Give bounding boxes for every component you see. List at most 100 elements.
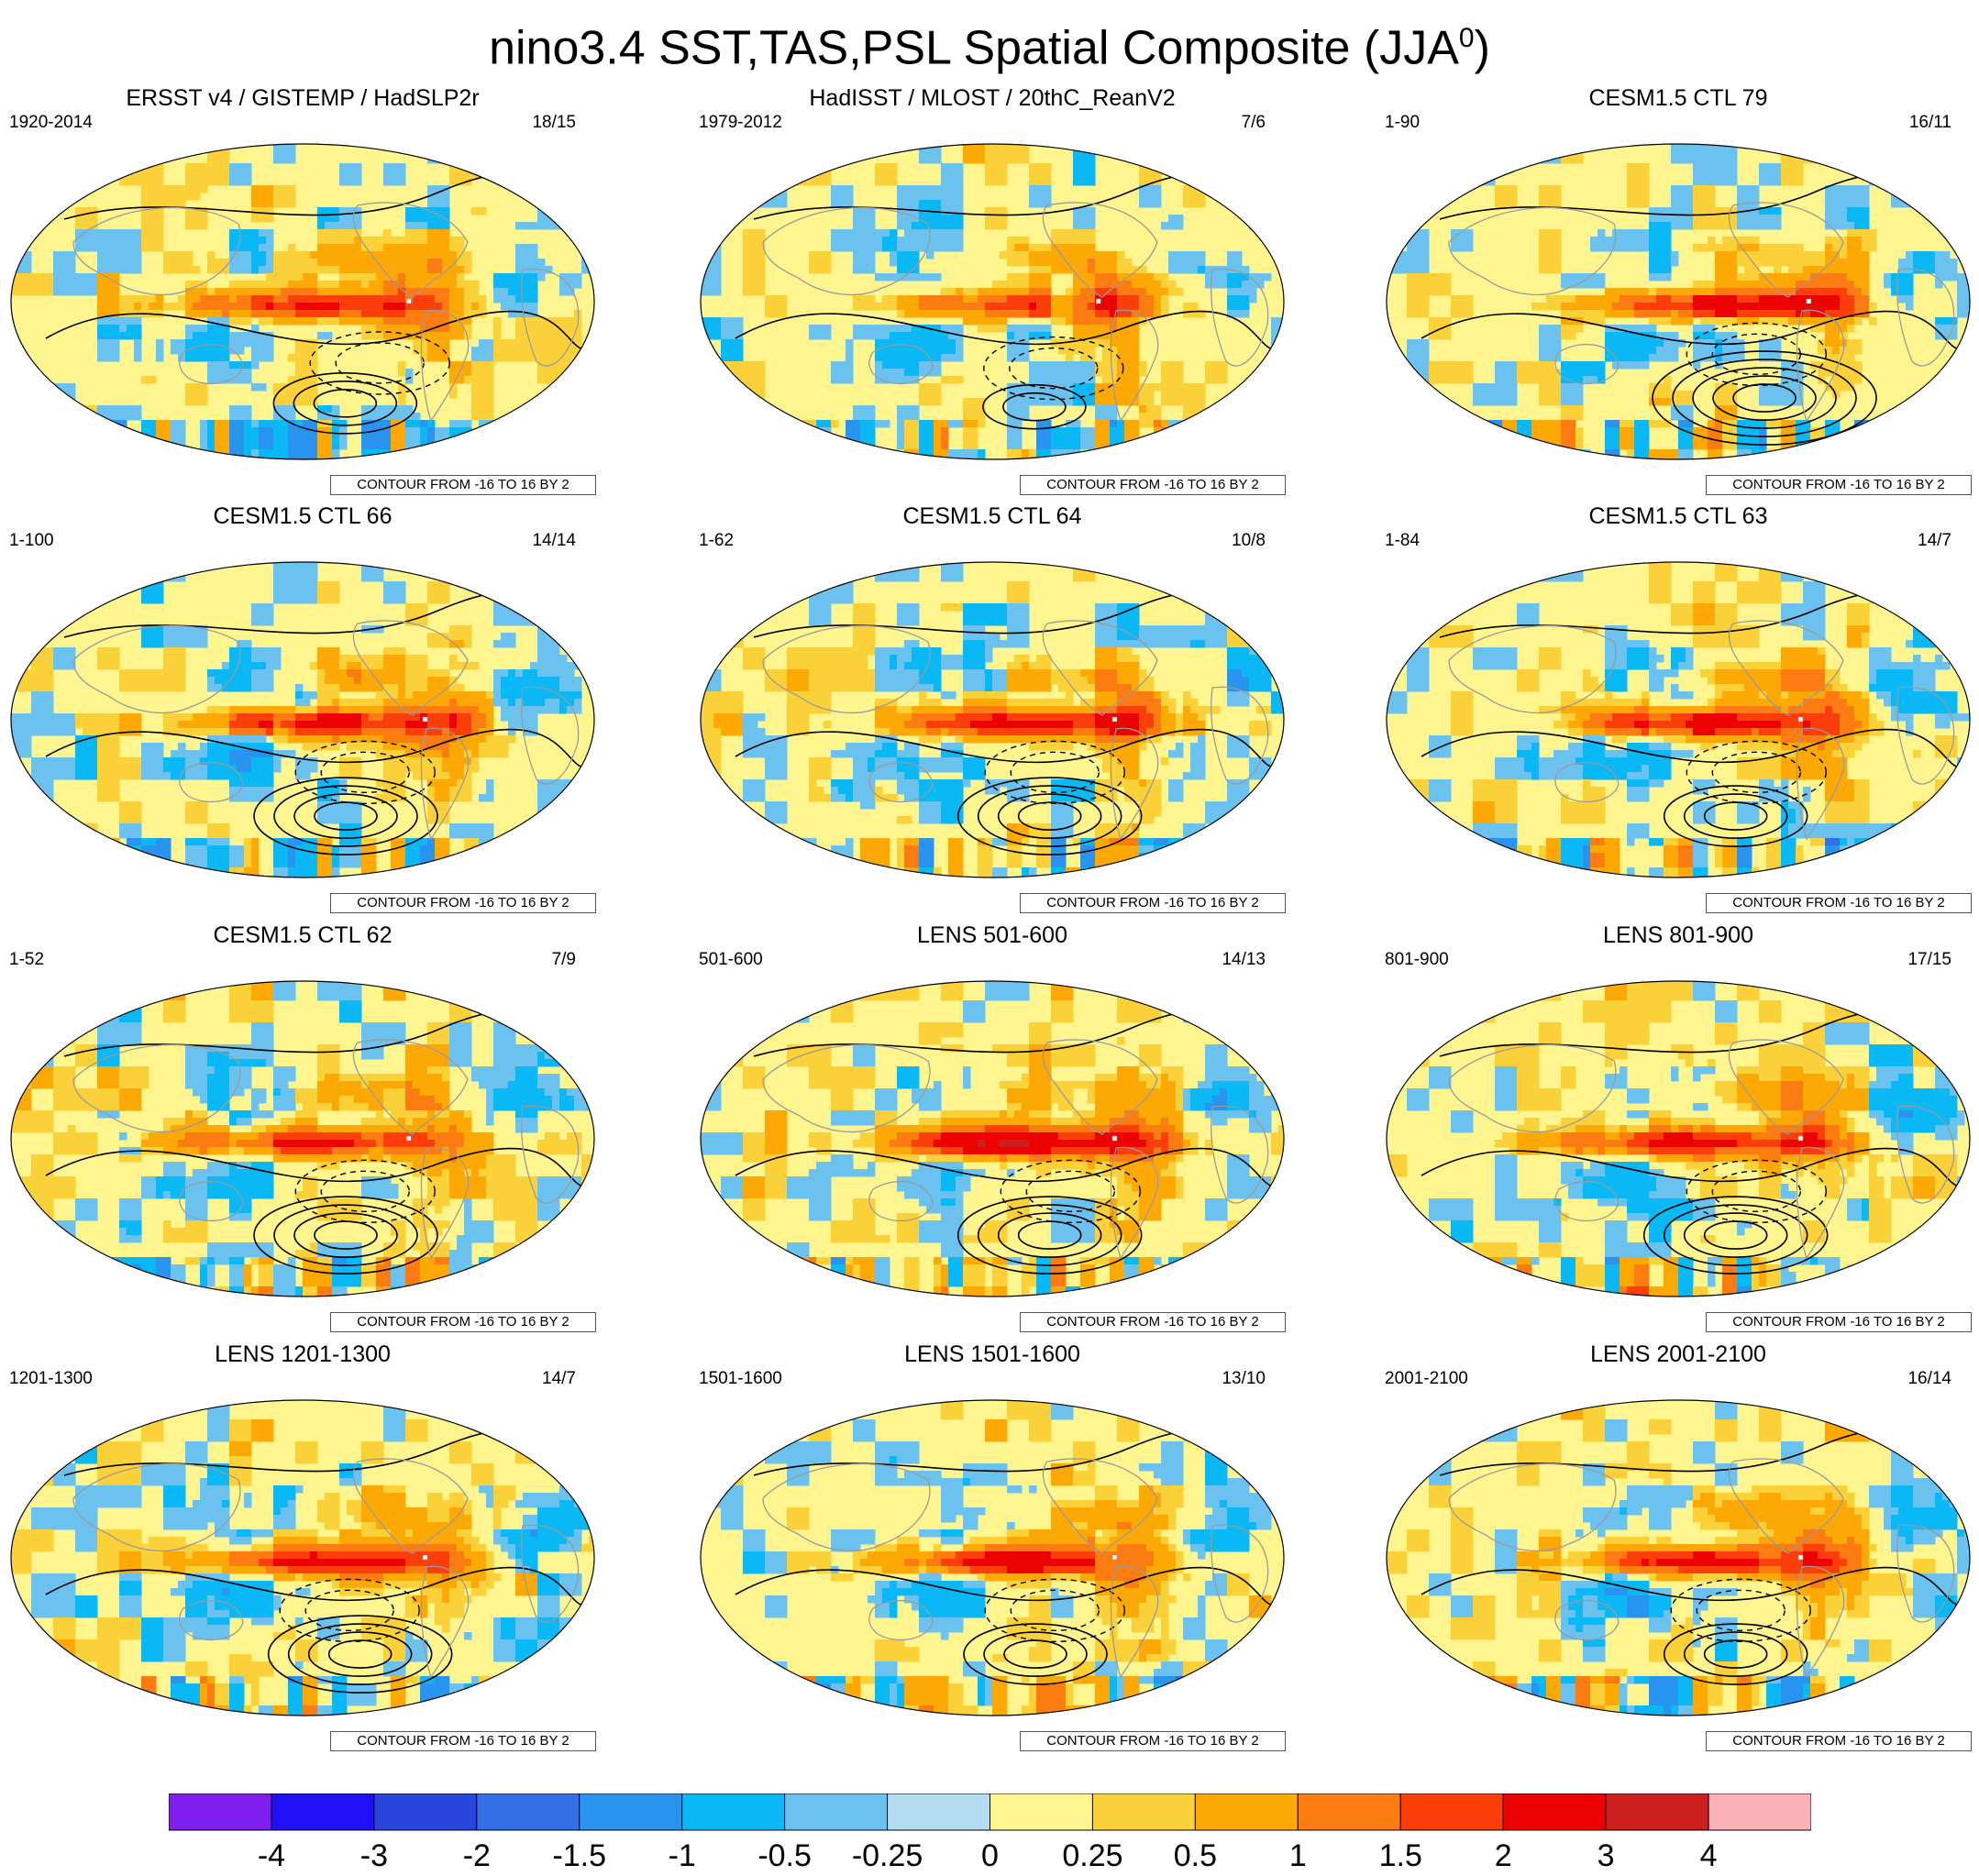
- anomaly-cell: [46, 706, 54, 714]
- anomaly-cell: [1678, 144, 1686, 149]
- anomaly-cell: [1007, 420, 1015, 428]
- anomaly-cell: [912, 339, 920, 348]
- anomaly-cell: [985, 149, 993, 157]
- anomaly-cell: [1407, 244, 1415, 252]
- anomaly-cell: [875, 244, 883, 252]
- anomaly-cell: [449, 310, 458, 318]
- anomaly-cell: [1553, 251, 1562, 259]
- anomaly-cell: [464, 251, 472, 259]
- anomaly-cell: [1766, 339, 1774, 348]
- anomaly-cell: [449, 273, 458, 281]
- anomaly-cell: [515, 222, 524, 230]
- anomaly-cell: [288, 442, 296, 450]
- anomaly-cell: [1139, 413, 1147, 421]
- anomaly-cell: [39, 677, 47, 685]
- anomaly-cell: [890, 325, 898, 333]
- anomaly-cell: [1840, 303, 1848, 311]
- anomaly-cell: [391, 677, 399, 685]
- anomaly-cell: [39, 655, 47, 663]
- anomaly-cell: [486, 376, 494, 384]
- anomaly-cell: [295, 574, 304, 582]
- anomaly-cell: [1744, 310, 1752, 318]
- anomaly-cell: [1421, 383, 1430, 392]
- anomaly-cell: [1139, 369, 1147, 377]
- anomaly-cell: [743, 361, 751, 370]
- anomaly-cell: [288, 721, 296, 729]
- anomaly-cell: [1686, 420, 1694, 428]
- anomaly-cell: [1884, 281, 1892, 289]
- anomaly-cell: [1014, 244, 1023, 252]
- anomaly-cell: [1517, 420, 1525, 428]
- anomaly-cell: [295, 427, 304, 436]
- anomaly-cell: [310, 721, 318, 729]
- anomaly-cell: [325, 251, 333, 259]
- anomaly-cell: [251, 185, 260, 193]
- anomaly-cell: [310, 310, 318, 318]
- anomaly-cell: [1796, 303, 1804, 311]
- anomaly-cell: [1139, 178, 1147, 186]
- anomaly-cell: [1044, 369, 1052, 377]
- anomaly-cell: [1110, 310, 1118, 318]
- anomaly-cell: [405, 317, 414, 326]
- anomaly-cell: [875, 339, 883, 348]
- anomaly-cell: [1073, 325, 1081, 333]
- anomaly-cell: [1227, 295, 1235, 303]
- anomaly-cell: [1036, 391, 1045, 399]
- anomaly-cell: [251, 611, 260, 619]
- anomaly-cell: [31, 728, 39, 736]
- anomaly-cell: [281, 457, 289, 459]
- anomaly-cell: [970, 295, 978, 303]
- anomaly-cell: [303, 347, 311, 355]
- anomaly-cell: [1117, 383, 1125, 392]
- anomaly-cell: [369, 713, 377, 722]
- anomaly-cell: [1487, 383, 1496, 392]
- anomaly-cell: [1451, 376, 1459, 384]
- anomaly-cell: [1796, 288, 1804, 296]
- anomaly-cell: [295, 354, 304, 362]
- anomaly-cell: [1862, 251, 1870, 259]
- anomaly-cell: [479, 354, 487, 362]
- anomaly-cell: [1465, 229, 1474, 237]
- anomaly-cell: [948, 171, 956, 179]
- anomaly-cell: [398, 413, 406, 421]
- anomaly-cell: [545, 625, 553, 634]
- anomaly-cell: [1073, 244, 1081, 252]
- anomaly-cell: [882, 325, 890, 333]
- anomaly-cell: [317, 581, 326, 590]
- anomaly-cell: [237, 405, 245, 414]
- anomaly-cell: [1429, 317, 1437, 326]
- anomaly-cell: [1840, 200, 1848, 208]
- anomaly-cell: [1080, 383, 1089, 392]
- anomaly-cell: [1421, 251, 1430, 259]
- anomaly-cell: [1132, 295, 1140, 303]
- anomaly-cell: [281, 317, 289, 326]
- anomaly-cell: [956, 310, 964, 318]
- anomaly-cell: [1414, 251, 1422, 259]
- anomaly-cell: [369, 295, 377, 303]
- anomaly-cell: [119, 713, 127, 722]
- anomaly-cell: [259, 185, 267, 193]
- anomaly-cell: [1561, 427, 1569, 436]
- anomaly-cell: [244, 728, 252, 736]
- anomaly-cell: [281, 728, 289, 736]
- anomaly-cell: [83, 728, 91, 736]
- anomaly-cell: [119, 669, 127, 678]
- anomaly-cell: [530, 662, 538, 670]
- anomaly-cell: [479, 303, 487, 311]
- anomaly-cell: [1730, 332, 1738, 340]
- anomaly-cell: [1854, 281, 1863, 289]
- anomaly-cell: [1722, 215, 1730, 223]
- anomaly-cell: [956, 295, 964, 303]
- anomaly-cell: [339, 229, 348, 237]
- anomaly-cell: [464, 295, 472, 303]
- anomaly-cell: [405, 442, 414, 450]
- anomaly-cell: [178, 435, 186, 443]
- anomaly-cell: [39, 728, 47, 736]
- anomaly-cell: [215, 156, 223, 164]
- anomaly-cell: [413, 266, 421, 274]
- anomaly-cell: [1044, 398, 1052, 406]
- anomaly-cell: [1781, 273, 1789, 281]
- anomaly-cell: [1073, 435, 1081, 443]
- anomaly-cell: [281, 295, 289, 303]
- anomaly-cell: [868, 420, 876, 428]
